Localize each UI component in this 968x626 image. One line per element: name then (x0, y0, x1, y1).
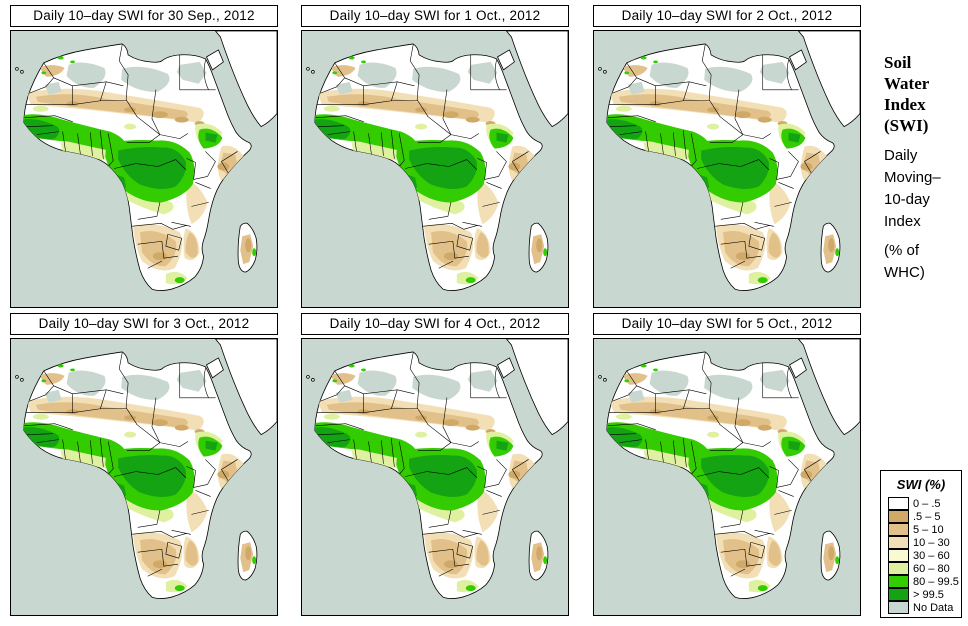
legend-label: No Data (913, 601, 954, 614)
legend-swatch (888, 587, 909, 601)
legend-label: 60 – 80 (913, 562, 950, 575)
legend-row: 80 – 99.5 (881, 574, 961, 588)
legend-swatch (888, 548, 909, 562)
africa-map (302, 339, 568, 615)
panel-5-title: Daily 10–day SWI for 4 Oct., 2012 (301, 313, 569, 335)
panel-4: Daily 10–day SWI for 3 Oct., 2012 (10, 313, 278, 616)
legend-row: No Data (881, 600, 961, 614)
panel-1-title: Daily 10–day SWI for 30 Sep., 2012 (10, 5, 278, 27)
panel-3-map (593, 30, 861, 308)
panel-1: Daily 10–day SWI for 30 Sep., 2012 (10, 5, 278, 308)
panel-5-map (301, 338, 569, 616)
legend-swatch (888, 574, 909, 588)
africa-map (11, 339, 277, 615)
panel-2: Daily 10–day SWI for 1 Oct., 2012 (301, 5, 569, 308)
legend-swatch (888, 535, 909, 549)
figure-subtitle: Daily Moving– 10-day Index (884, 147, 941, 230)
panel-6-title: Daily 10–day SWI for 5 Oct., 2012 (593, 313, 861, 335)
panel-1-map (10, 30, 278, 308)
legend-label: 5 – 10 (913, 523, 944, 536)
panel-4-title: Daily 10–day SWI for 3 Oct., 2012 (10, 313, 278, 335)
legend-row: 5 – 10 (881, 522, 961, 536)
legend-row: 60 – 80 (881, 561, 961, 575)
figure-title: Soil Water Index (SWI) (884, 53, 930, 135)
legend-label: .5 – 5 (913, 510, 941, 523)
africa-map (302, 31, 568, 307)
legend-row: .5 – 5 (881, 509, 961, 523)
legend-row: 10 – 30 (881, 535, 961, 549)
africa-map (11, 31, 277, 307)
legend-label: 30 – 60 (913, 549, 950, 562)
legend-row: 0 – .5 (881, 496, 961, 510)
africa-map (594, 339, 860, 615)
legend-swatch (888, 522, 909, 536)
panel-3: Daily 10–day SWI for 2 Oct., 2012 (593, 5, 861, 308)
legend-label: > 99.5 (913, 588, 944, 601)
legend-label: 0 – .5 (913, 497, 941, 510)
legend-label: 10 – 30 (913, 536, 950, 549)
panel-4-map (10, 338, 278, 616)
africa-map (594, 31, 860, 307)
panel-2-title: Daily 10–day SWI for 1 Oct., 2012 (301, 5, 569, 27)
panel-5: Daily 10–day SWI for 4 Oct., 2012 (301, 313, 569, 616)
legend-row: 30 – 60 (881, 548, 961, 562)
panel-6-map (593, 338, 861, 616)
legend-row: > 99.5 (881, 587, 961, 601)
panel-2-map (301, 30, 569, 308)
legend-swatch (888, 509, 909, 523)
panel-3-title: Daily 10–day SWI for 2 Oct., 2012 (593, 5, 861, 27)
legend-title: SWI (%) (896, 477, 946, 492)
figure-unit: (% of WHC) (884, 242, 925, 281)
legend-swatch (888, 561, 909, 575)
legend-swatch (888, 600, 909, 614)
legend-swatch (888, 496, 909, 510)
panel-6: Daily 10–day SWI for 5 Oct., 2012 (593, 313, 861, 616)
legend-label: 80 – 99.5 (913, 575, 959, 588)
